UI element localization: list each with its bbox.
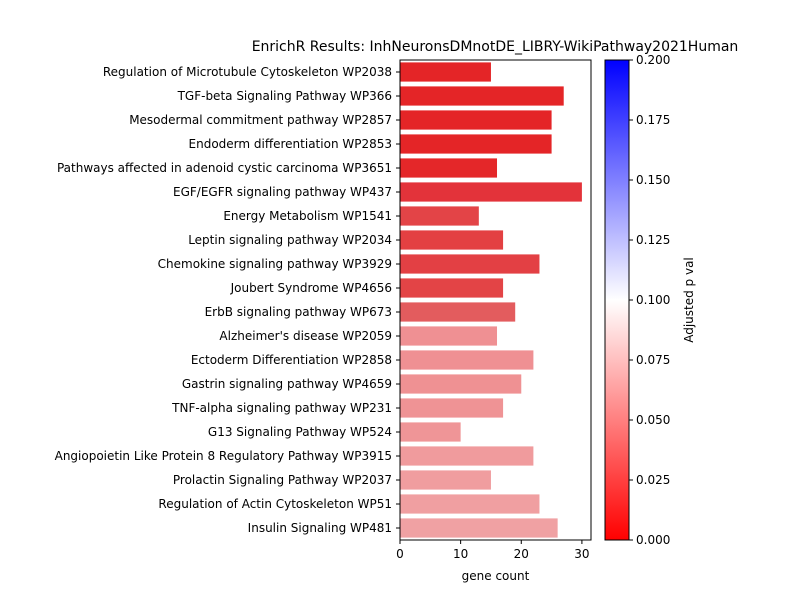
colorbar-tick-label: 0.175 — [636, 113, 670, 127]
category-label: Energy Metabolism WP1541 — [223, 209, 392, 223]
category-label: Prolactin Signaling Pathway WP2037 — [173, 473, 392, 487]
bar — [400, 206, 479, 226]
category-label: Joubert Syndrome WP4656 — [230, 281, 392, 295]
bar — [400, 278, 504, 298]
bars-layer — [400, 62, 582, 538]
category-label: Angiopoietin Like Protein 8 Regulatory P… — [55, 449, 392, 463]
bar — [400, 230, 504, 250]
colorbar-tick-label: 0.100 — [636, 293, 670, 307]
category-label: Mesodermal commitment pathway WP2857 — [129, 113, 392, 127]
x-axis-label: gene count — [462, 569, 530, 583]
bar — [400, 398, 504, 418]
bar — [400, 134, 552, 154]
colorbar: 0.000 0.025 0.050 0.075 0.100 0.125 0.150 0.175… — [604, 53, 696, 547]
category-label: Endoderm differentiation WP2853 — [189, 137, 392, 151]
bar — [400, 254, 540, 274]
colorbar-tick-label: 0.000 — [636, 533, 670, 547]
bar — [400, 494, 540, 514]
bar — [400, 182, 582, 202]
bar — [400, 158, 498, 178]
category-label: G13 Signaling Pathway WP524 — [208, 425, 392, 439]
colorbar-label: Adjusted p val — [682, 257, 696, 343]
bar — [400, 350, 534, 370]
colorbar-tick-label: 0.025 — [636, 473, 670, 487]
bar — [400, 110, 552, 130]
category-label: TNF-alpha signaling pathway WP231 — [171, 401, 392, 415]
x-axis-ticks: 0 10 20 30 — [396, 540, 590, 561]
category-label: EGF/EGFR signaling pathway WP437 — [173, 185, 392, 199]
category-labels: Regulation of Microtubule Cytoskeleton W… — [55, 65, 400, 535]
bar — [400, 422, 461, 442]
category-label: Regulation of Actin Cytoskeleton WP51 — [158, 497, 392, 511]
category-label: Pathways affected in adenoid cystic carc… — [57, 161, 392, 175]
colorbar-ticks: 0.000 0.025 0.050 0.075 0.100 0.125 0.150 0.175… — [629, 53, 670, 547]
x-tick-label: 20 — [514, 547, 529, 561]
bar — [400, 86, 564, 106]
colorbar-tick-label: 0.200 — [636, 53, 670, 67]
bar — [400, 374, 522, 394]
colorbar-tick-label: 0.075 — [636, 353, 670, 367]
x-tick-label: 30 — [574, 547, 589, 561]
x-tick-label: 0 — [396, 547, 404, 561]
colorbar-tick-label: 0.050 — [636, 413, 670, 427]
category-label: ErbB signaling pathway WP673 — [205, 305, 392, 319]
category-label: Leptin signaling pathway WP2034 — [188, 233, 392, 247]
category-label: TGF-beta Signaling Pathway WP366 — [177, 89, 392, 103]
bar — [400, 302, 516, 322]
bar — [400, 518, 558, 538]
x-tick-label: 10 — [453, 547, 468, 561]
plot-frame — [399, 59, 592, 541]
bar — [400, 470, 491, 490]
bar — [400, 446, 534, 466]
colorbar-tick-label: 0.150 — [636, 173, 670, 187]
category-label: Insulin Signaling WP481 — [248, 521, 392, 535]
category-label: Alzheimer's disease WP2059 — [219, 329, 392, 343]
colorbar-gradient — [604, 59, 630, 541]
category-label: Gastrin signaling pathway WP4659 — [182, 377, 392, 391]
bar — [400, 326, 498, 346]
category-label: Chemokine signaling pathway WP3929 — [158, 257, 392, 271]
bar — [400, 62, 491, 82]
chart-title: EnrichR Results: InhNeuronsDMnotDE_LIBRY… — [252, 39, 739, 55]
category-label: Ectoderm Differentiation WP2858 — [191, 353, 392, 367]
category-label: Regulation of Microtubule Cytoskeleton W… — [103, 65, 392, 79]
colorbar-tick-label: 0.125 — [636, 233, 670, 247]
